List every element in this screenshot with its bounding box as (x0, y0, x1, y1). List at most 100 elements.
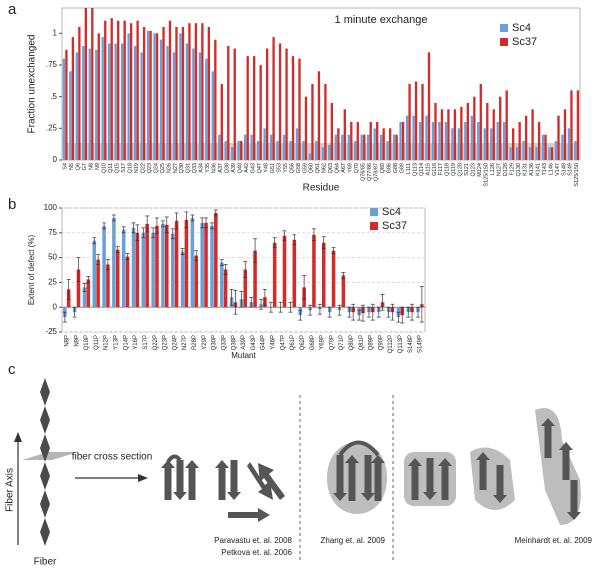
x-tick-label: V147 (555, 163, 561, 176)
bar (457, 128, 461, 160)
x-tick-label: N19 (134, 163, 140, 173)
bar (341, 134, 344, 160)
bar (421, 84, 424, 160)
x-tick-label: G44P (261, 335, 267, 350)
bar (125, 256, 130, 308)
bar (198, 52, 202, 161)
bar (253, 56, 256, 161)
bar (145, 223, 149, 308)
bar (102, 225, 106, 308)
bar (528, 147, 532, 160)
bar (535, 147, 538, 160)
bar (149, 30, 152, 160)
strand-arrow (215, 460, 229, 500)
x-tick-label: Y13P (114, 335, 120, 350)
error-bar (131, 222, 136, 234)
strand-arrow (559, 442, 573, 480)
bar (84, 8, 87, 160)
error-bar (337, 304, 342, 316)
x-tick-label: T143 (542, 163, 548, 176)
error-bar (366, 306, 371, 318)
bar (431, 122, 435, 160)
y-tick-label: 1 (53, 28, 58, 37)
bar (162, 27, 165, 160)
bar (291, 56, 295, 161)
bar (315, 141, 318, 160)
y-tick-label: 0 (53, 155, 58, 164)
error-bar (292, 234, 297, 246)
error-bar (406, 306, 411, 318)
x-tick-label: Q56 (289, 163, 295, 173)
legend-label: Sc4 (512, 22, 531, 34)
error-bar (115, 246, 120, 253)
error-bar (174, 212, 179, 230)
x-tick-label: L146 (548, 163, 554, 175)
x-tick-label: Q11 (108, 163, 114, 173)
legend-swatch (370, 222, 378, 230)
bar (155, 225, 159, 308)
x-tick-label: Y48 (263, 163, 269, 173)
x-tick-label: D128 (503, 163, 509, 176)
error-bar (111, 214, 116, 222)
bar (554, 141, 558, 160)
x-tick-label: Q22P (153, 335, 159, 350)
bar (531, 109, 534, 160)
bar (347, 134, 350, 160)
bar (379, 134, 383, 160)
x-tick-label: Q25 (160, 163, 166, 173)
x-tick-label: Q61P (290, 335, 296, 350)
bar (108, 43, 111, 160)
error-bar (386, 306, 391, 318)
bar (220, 262, 224, 308)
bar (207, 27, 211, 160)
error-bar (194, 250, 199, 261)
x-tick-label: N26 (166, 163, 172, 173)
error-bar (419, 286, 424, 323)
x-tick-label: Y16P (133, 335, 139, 350)
noise-band (62, 143, 580, 160)
bar (112, 217, 116, 308)
x-tick-label: Q40 (238, 163, 244, 173)
bar (127, 33, 130, 161)
bar (427, 52, 431, 161)
error-bar (308, 304, 313, 316)
bar (330, 103, 334, 160)
bar (282, 235, 287, 308)
x-tick-label: Q62P (300, 335, 306, 350)
bar (168, 20, 172, 160)
x-tick-label: S148 (561, 163, 567, 176)
x-tick-label: G88 (393, 163, 399, 173)
error-bar (351, 303, 356, 321)
x-tick-label: Q119 (451, 163, 457, 176)
x-tick-label: S149P (418, 335, 424, 353)
x-tick-label: Q24P (172, 335, 178, 350)
bar (114, 43, 117, 160)
error-bar (243, 261, 248, 278)
x-tick-label: Q114 (419, 163, 425, 176)
x-tick-label: Q23P (163, 335, 169, 350)
bar (115, 249, 120, 308)
bar (496, 122, 499, 160)
bar (161, 223, 165, 308)
x-tick-label: S4 (63, 163, 69, 170)
x-tick-label: S17P (143, 335, 149, 350)
reference: Zhang et. al. 2009 (321, 536, 386, 545)
strand-arrow (493, 465, 507, 503)
x-tick-label: G86 (386, 163, 392, 173)
x-tick-label: G68P (310, 335, 316, 350)
error-bar (170, 228, 175, 240)
bar (101, 37, 104, 161)
error-bar (154, 217, 159, 235)
error-bar (268, 301, 273, 313)
error-bar (92, 237, 97, 245)
cross-section-plane (22, 452, 78, 460)
bar (153, 33, 156, 161)
bar (120, 43, 124, 160)
x-tick-label: Y69 (348, 163, 354, 173)
bar (557, 115, 560, 160)
bar (272, 37, 275, 161)
bar (201, 23, 204, 161)
error-bar (102, 222, 107, 230)
error-bar (302, 275, 307, 300)
bar (282, 134, 286, 160)
